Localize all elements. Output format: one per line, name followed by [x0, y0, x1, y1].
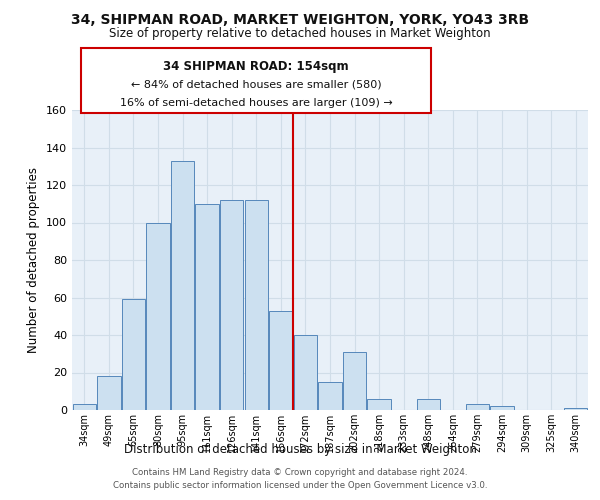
Bar: [171, 160, 194, 410]
Bar: [466, 404, 489, 410]
Bar: [490, 406, 514, 410]
Bar: [73, 404, 96, 410]
Text: 16% of semi-detached houses are larger (109) →: 16% of semi-detached houses are larger (…: [119, 98, 392, 108]
Bar: [146, 222, 170, 410]
Bar: [269, 310, 293, 410]
Bar: [97, 376, 121, 410]
Bar: [220, 200, 244, 410]
Bar: [122, 300, 145, 410]
Text: Distribution of detached houses by size in Market Weighton: Distribution of detached houses by size …: [124, 442, 476, 456]
Text: 34 SHIPMAN ROAD: 154sqm: 34 SHIPMAN ROAD: 154sqm: [163, 60, 349, 72]
Bar: [319, 382, 341, 410]
Y-axis label: Number of detached properties: Number of detached properties: [28, 167, 40, 353]
Text: 34, SHIPMAN ROAD, MARKET WEIGHTON, YORK, YO43 3RB: 34, SHIPMAN ROAD, MARKET WEIGHTON, YORK,…: [71, 12, 529, 26]
Bar: [245, 200, 268, 410]
Bar: [294, 335, 317, 410]
Bar: [416, 399, 440, 410]
Bar: [367, 399, 391, 410]
Bar: [343, 352, 366, 410]
Text: Contains public sector information licensed under the Open Government Licence v3: Contains public sector information licen…: [113, 482, 487, 490]
Bar: [564, 408, 587, 410]
Text: Contains HM Land Registry data © Crown copyright and database right 2024.: Contains HM Land Registry data © Crown c…: [132, 468, 468, 477]
Bar: [196, 204, 219, 410]
Text: Size of property relative to detached houses in Market Weighton: Size of property relative to detached ho…: [109, 28, 491, 40]
Text: ← 84% of detached houses are smaller (580): ← 84% of detached houses are smaller (58…: [131, 80, 381, 90]
